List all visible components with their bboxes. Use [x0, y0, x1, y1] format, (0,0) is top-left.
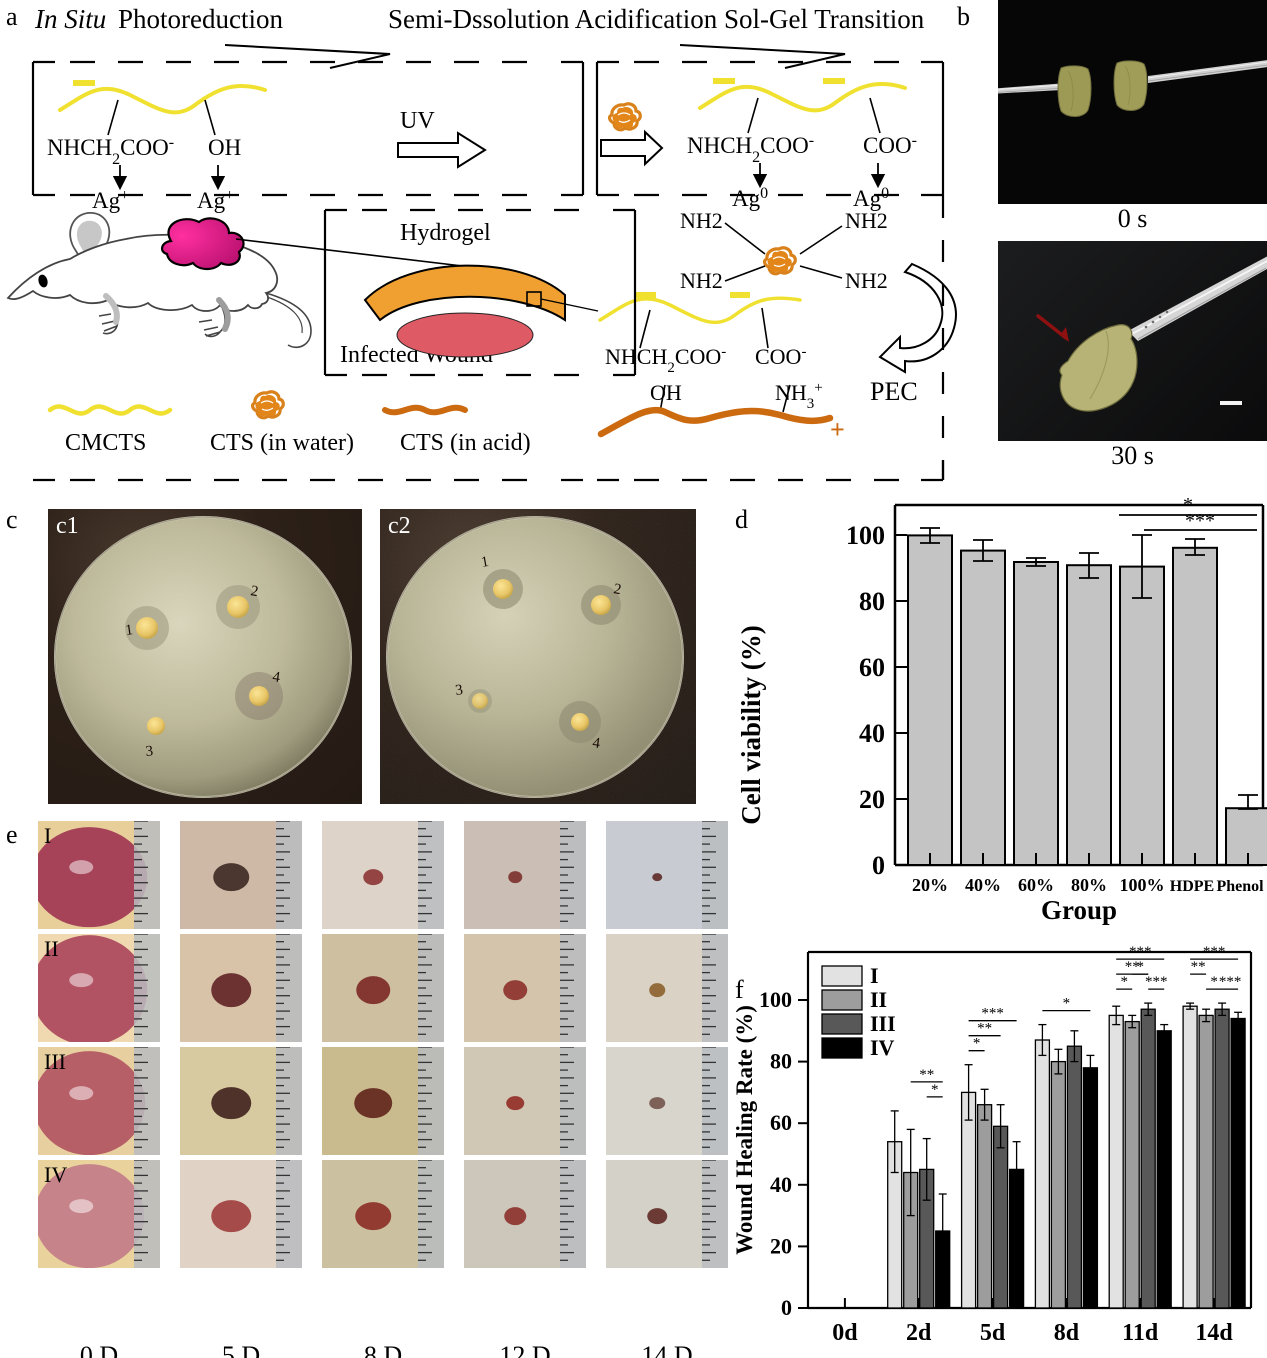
svg-text:*: *: [931, 1082, 939, 1098]
svg-text:CMCTS: CMCTS: [65, 430, 146, 456]
svg-text:HDPE: HDPE: [1170, 878, 1214, 895]
svg-text:80: 80: [770, 1049, 792, 1074]
svg-text:***: ***: [1185, 510, 1215, 532]
svg-text:Ag+: Ag+: [92, 187, 129, 214]
svg-text:***: ***: [1129, 944, 1152, 960]
svg-text:8d: 8d: [1054, 1320, 1080, 1346]
svg-text:***: ***: [981, 1006, 1004, 1022]
svg-text:2d: 2d: [906, 1320, 932, 1346]
svg-text:*: *: [1120, 974, 1128, 990]
svg-text:80: 80: [859, 587, 885, 616]
svg-text:80%: 80%: [1071, 875, 1107, 895]
svg-text:Group: Group: [1041, 895, 1117, 925]
svg-text:OH: OH: [650, 380, 682, 405]
svg-text:***: ***: [1219, 974, 1242, 990]
svg-text:60: 60: [770, 1110, 792, 1135]
svg-text:Semi-Dssolution Acidification: Semi-Dssolution Acidification Sol-Gel Tr…: [388, 4, 925, 34]
svg-text:**: **: [919, 1067, 934, 1083]
svg-text:PEC: PEC: [870, 377, 918, 406]
svg-text:14d: 14d: [1195, 1320, 1233, 1346]
svg-text:Phenol: Phenol: [1216, 878, 1264, 895]
svg-text:NH2: NH2: [845, 208, 888, 233]
svg-text:**: **: [1191, 959, 1206, 975]
svg-text:**: **: [977, 1021, 992, 1037]
svg-text:3: 3: [145, 743, 154, 760]
svg-text:60%: 60%: [1018, 875, 1054, 895]
svg-text:COO-: COO-: [755, 344, 806, 369]
svg-text:0: 0: [781, 1295, 792, 1320]
svg-text:0: 0: [872, 851, 885, 880]
svg-text:NHCH2COO-: NHCH2COO-: [605, 344, 726, 376]
svg-text:100: 100: [846, 521, 885, 550]
svg-text:0d: 0d: [832, 1320, 858, 1346]
svg-text:NH2: NH2: [845, 268, 888, 293]
svg-text:NHCH2COO-: NHCH2COO-: [47, 134, 174, 168]
svg-text:40%: 40%: [965, 875, 1001, 895]
svg-text:11d: 11d: [1122, 1320, 1159, 1346]
svg-text:NH2: NH2: [680, 268, 723, 293]
svg-text:40: 40: [770, 1172, 792, 1197]
svg-text:Ag0: Ag0: [732, 185, 768, 212]
svg-text:OH: OH: [208, 135, 241, 160]
svg-text:I: I: [870, 963, 879, 988]
svg-text:*: *: [1210, 974, 1218, 990]
svg-text:*: *: [1063, 996, 1071, 1012]
svg-text:Wound Healing Rate (%): Wound Healing Rate (%): [732, 1005, 757, 1255]
svg-text:***: ***: [1203, 944, 1226, 960]
svg-text:Ag+: Ag+: [197, 187, 234, 214]
svg-text:Hydrogel: Hydrogel: [400, 220, 491, 246]
svg-text:UV: UV: [400, 108, 435, 134]
svg-text:20: 20: [859, 785, 885, 814]
svg-text:CTS (in water): CTS (in water): [210, 430, 354, 456]
svg-text:100: 100: [759, 987, 792, 1012]
svg-text:5d: 5d: [980, 1320, 1006, 1346]
svg-text:***: ***: [1145, 974, 1168, 990]
svg-text:Cell viability (%): Cell viability (%): [736, 625, 766, 824]
svg-text:Photoreduction: Photoreduction: [118, 4, 283, 34]
svg-text:COO-: COO-: [863, 132, 917, 159]
svg-text:40: 40: [859, 719, 885, 748]
svg-text:*: *: [1136, 959, 1144, 975]
svg-text:+: +: [830, 415, 845, 444]
svg-text:III: III: [870, 1011, 896, 1036]
svg-text:100%: 100%: [1120, 875, 1165, 895]
svg-text:60: 60: [859, 653, 885, 682]
svg-text:20: 20: [770, 1233, 792, 1258]
svg-text:NH2: NH2: [680, 208, 723, 233]
svg-text:II: II: [870, 987, 887, 1012]
svg-text:NH3+: NH3+: [775, 380, 823, 412]
svg-text:*: *: [973, 1036, 981, 1052]
svg-text:IV: IV: [870, 1035, 895, 1060]
svg-text:In Situ: In Situ: [34, 4, 106, 34]
svg-text:CTS (in acid): CTS (in acid): [400, 430, 531, 456]
svg-text:20%: 20%: [912, 875, 948, 895]
svg-text:NHCH2COO-: NHCH2COO-: [687, 132, 814, 166]
